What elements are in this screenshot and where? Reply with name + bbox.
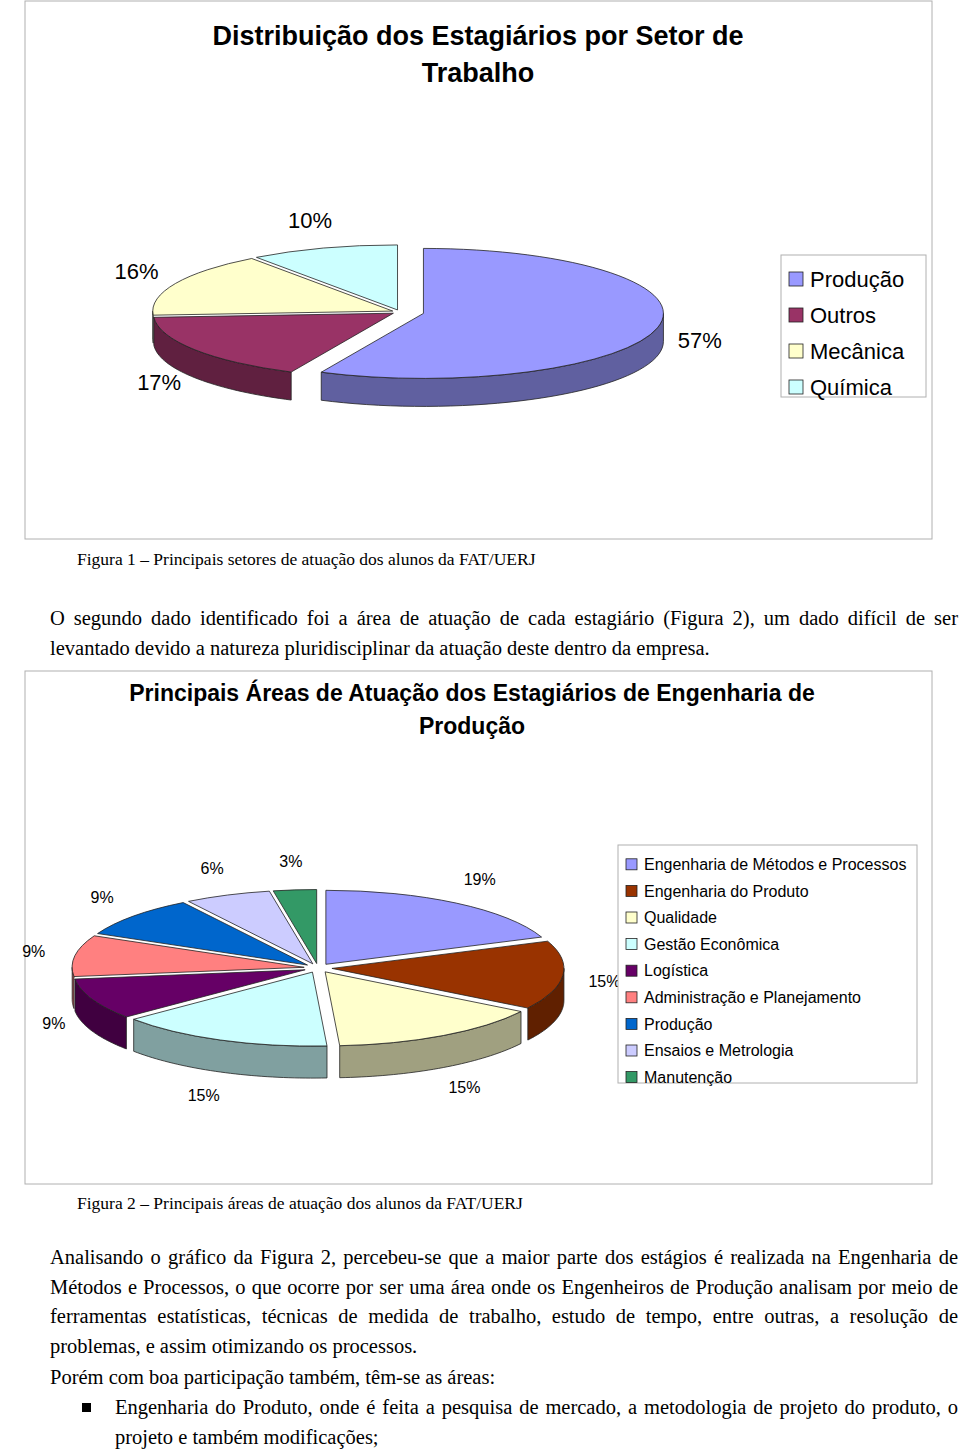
bullet-item: Engenharia do Produto, onde é feita a pe… — [115, 1393, 958, 1452]
slice — [273, 890, 316, 964]
legend-swatch — [626, 965, 637, 976]
data-label: 19% — [464, 871, 496, 888]
data-labels: 19% 15% 15% 15% 9% 9% 9% 6% 3% — [22, 853, 620, 1103]
legend-frame — [618, 845, 917, 1083]
legend-label: Química — [810, 375, 893, 400]
legend-swatch — [626, 1018, 637, 1029]
legend-swatch — [626, 1045, 637, 1056]
chart: 19% 15% 15% 15% 9% 9% 9% 6% 3% Engenharia de Méto… — [22, 671, 932, 1184]
data-label: 6% — [201, 860, 224, 877]
chart-title: Distribuição dos Estagiários por Setor d… — [158, 18, 798, 92]
data-label: 9% — [42, 1015, 65, 1032]
data-label: 17% — [137, 370, 181, 395]
data-labels: 57% 17% 16% 10% — [114, 208, 721, 395]
data-label: 15% — [188, 1087, 220, 1104]
legend-swatch — [626, 859, 637, 870]
data-label: 9% — [91, 889, 114, 906]
chart: 57% 17% 16% 10% Produção Outros Mecânica Químic… — [25, 1, 932, 539]
slice — [256, 245, 397, 310]
data-label: 57% — [678, 328, 722, 353]
figure-caption: Figura 2 – Principais áreas de atuação d… — [77, 1193, 523, 1214]
legend-label: Engenharia do Produto — [644, 883, 809, 900]
legend-label: Logística — [644, 962, 708, 979]
chart-title: Principais Áreas de Atuação dos Estagiár… — [82, 677, 862, 743]
slice — [154, 313, 394, 372]
legend-label: Engenharia de Métodos e Processos — [644, 856, 906, 873]
chart-frame — [25, 671, 932, 1184]
slice — [325, 972, 521, 1046]
data-label: 3% — [279, 853, 302, 870]
paragraph: Porém com boa participação também, têm-s… — [50, 1363, 958, 1393]
legend-swatch — [626, 1072, 637, 1083]
slices — [72, 890, 564, 1047]
legend-swatch — [626, 992, 637, 1003]
data-label: 10% — [288, 208, 332, 233]
legend-swatch — [626, 885, 637, 896]
legend-label: Outros — [810, 303, 876, 328]
slice — [75, 970, 305, 1017]
legend-swatch — [789, 272, 803, 286]
legend-swatch — [626, 912, 637, 923]
legend-swatch — [789, 380, 803, 394]
legend-label: Administração e Planejamento — [644, 989, 861, 1006]
bullet-marker — [82, 1403, 91, 1412]
legend-label: Produção — [644, 1016, 713, 1033]
legend-label: Manutenção — [644, 1069, 732, 1086]
legend-label: Ensaios e Metrologia — [644, 1042, 794, 1059]
paragraph: O segundo dado identificado foi a área d… — [50, 604, 958, 663]
legend-label: Mecânica — [810, 339, 905, 364]
paragraph: Analisando o gráfico da Figura 2, perceb… — [50, 1243, 958, 1362]
legend-label: Gestão Econômica — [644, 936, 779, 953]
legend-swatch — [789, 308, 803, 322]
data-label: 15% — [448, 1079, 480, 1096]
legend: Engenharia de Métodos e Processos Engenha… — [618, 845, 917, 1086]
figure-caption: Figura 1 – Principais setores de atuação… — [77, 549, 536, 570]
data-label: 16% — [114, 259, 158, 284]
legend-label: Produção — [810, 267, 904, 292]
data-label: 9% — [22, 943, 45, 960]
legend-label: Qualidade — [644, 909, 717, 926]
legend: Produção Outros Mecânica Química — [781, 255, 926, 400]
slice-side — [152, 311, 153, 343]
page: 57% 17% 16% 10% Produção Outros Mecânica Químic… — [0, 0, 960, 1455]
data-label: 15% — [588, 973, 620, 990]
slices — [153, 245, 664, 378]
legend-swatch — [789, 344, 803, 358]
legend-swatch — [626, 939, 637, 950]
chart-frame — [25, 1, 932, 539]
